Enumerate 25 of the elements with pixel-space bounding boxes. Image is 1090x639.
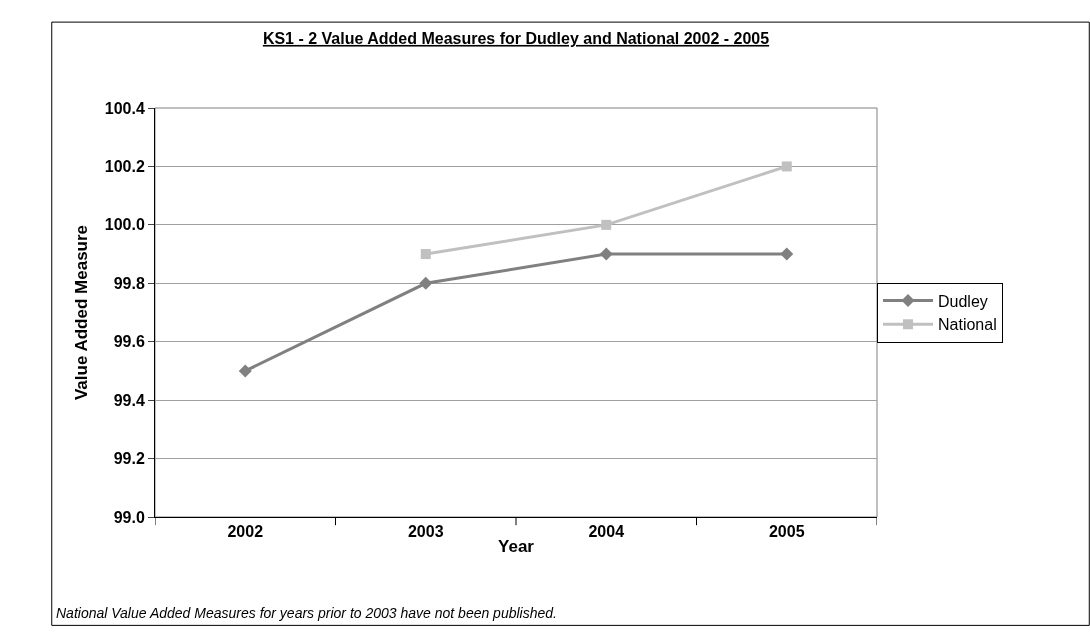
y-tick-label: 99.0 (113, 508, 145, 526)
point (420, 249, 431, 260)
y-tick-label: 99.6 (113, 333, 145, 351)
y-tick-label: 99.4 (113, 391, 145, 409)
legend-label: National (938, 316, 997, 334)
chart-title: KS1 - 2 Value Added Measures for Dudley and National 2002 - 2005 (262, 29, 770, 47)
y-axis-title: Value Added Measure (72, 224, 92, 401)
x-axis-title: Year (498, 536, 535, 556)
y-tick-label: 100.4 (104, 99, 145, 117)
x-tick-label: 2004 (588, 523, 625, 541)
point (238, 364, 252, 378)
y-tick-label: 100.2 (104, 158, 145, 176)
x-tick-label: 2003 (407, 523, 444, 541)
text: National Value Added Measures for years prior to 2003 have not been published. (56, 605, 557, 621)
y-tick-label: 100.0 (104, 216, 145, 234)
y-tick-label: 99.2 (113, 450, 145, 468)
y-tick-label: 99.8 (113, 274, 145, 292)
x-tick-label: 2002 (227, 523, 264, 541)
point (419, 276, 433, 290)
legend-label: Dudley (938, 292, 988, 310)
point (601, 219, 612, 230)
point (599, 247, 613, 261)
point (781, 161, 792, 172)
x-tick-label: 2005 (768, 523, 805, 541)
point (780, 247, 794, 261)
